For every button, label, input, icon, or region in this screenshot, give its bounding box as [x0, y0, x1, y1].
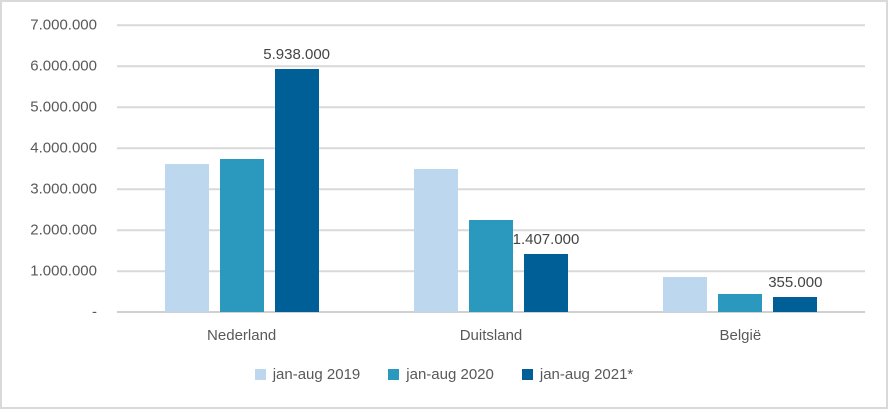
- y-axis: 7.000.000 6.000.000 5.000.000 4.000.000 3.00…: [2, 17, 99, 321]
- x-axis: Nederland Duitsland België: [117, 327, 865, 344]
- legend: jan-aug 2019 jan-aug 2020 jan-aug 2021*: [2, 366, 886, 383]
- category-label-duitsland: Duitsland: [459, 327, 523, 344]
- legend-swatch-icon: [521, 369, 533, 380]
- plot-area: 5.938.000 1.407.000 355.000: [117, 24, 865, 313]
- gridline-5000000: [117, 106, 865, 108]
- bar-group-belgi: 355.000: [616, 25, 865, 312]
- bar-group-nederland: 5.938.000: [117, 25, 366, 312]
- legend-swatch-icon: [254, 369, 266, 380]
- legend-label: jan-aug 2020: [406, 366, 494, 383]
- legend-item-jan-aug-2021: jan-aug 2021*: [521, 366, 634, 383]
- legend-label: jan-aug 2021*: [539, 366, 634, 383]
- gridline-0: [117, 311, 865, 313]
- gridline-3000000: [117, 188, 865, 190]
- data-label-belgi: 355.000: [768, 274, 823, 292]
- bar-belgi-jan-aug-2020: [718, 293, 763, 312]
- y-tick-label: 3.000.000: [30, 180, 97, 198]
- category-label-belgi: België: [719, 327, 762, 344]
- bar-nederland-jan-aug-2021: 5.938.000: [263, 46, 330, 312]
- gridline-4000000: [117, 147, 865, 149]
- bar-groups: 5.938.000 1.407.000 355.000: [117, 25, 865, 312]
- y-tick-label: 5.000.000: [30, 98, 97, 116]
- bar-duitsland-jan-aug-2020: [468, 219, 513, 312]
- bar-belgi-jan-aug-2019: [663, 277, 708, 312]
- legend-swatch-icon: [388, 369, 400, 380]
- bar-nederland-jan-aug-2019: [164, 164, 209, 312]
- legend-item-jan-aug-2020: jan-aug 2020: [388, 366, 494, 383]
- y-tick-label: -: [92, 303, 97, 321]
- data-label-duitsland: 1.407.000: [512, 231, 580, 249]
- data-label-nederland: 5.938.000: [263, 45, 331, 63]
- legend-item-jan-aug-2019: jan-aug 2019: [254, 366, 361, 383]
- gridline-6000000: [117, 65, 865, 67]
- y-tick-label: 6.000.000: [30, 57, 97, 75]
- category-label-nederland: Nederland: [207, 327, 277, 344]
- y-tick-label: 2.000.000: [30, 221, 97, 239]
- gridline-7000000: [117, 24, 865, 26]
- bar-nederland-jan-aug-2020: [219, 159, 264, 312]
- bar-duitsland-jan-aug-2021: 1.407.000: [513, 231, 579, 312]
- y-tick-label: 1.000.000: [30, 262, 97, 280]
- y-tick-label: 7.000.000: [30, 16, 97, 34]
- bar-belgi-jan-aug-2021: 355.000: [768, 274, 822, 312]
- bar-duitsland-jan-aug-2019: [413, 169, 458, 312]
- bar-group-duitsland: 1.407.000: [366, 25, 615, 312]
- legend-label: jan-aug 2019: [272, 366, 361, 383]
- y-tick-label: 4.000.000: [30, 139, 97, 157]
